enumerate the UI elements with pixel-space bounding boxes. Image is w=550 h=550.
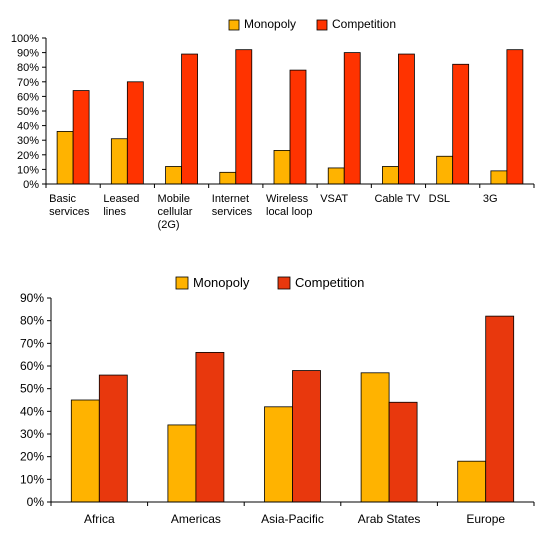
x-category-label: Basic services — [49, 193, 90, 218]
bar-monopoly — [490, 170, 508, 185]
y-tick-label: 30% — [17, 135, 39, 147]
x-category-label-line: Cable TV — [374, 193, 420, 205]
legend-swatch-competition — [316, 19, 328, 31]
x-category-label: Africa — [84, 512, 115, 526]
x-category-label-line: (2G) — [158, 219, 180, 231]
x-category-label: Europe — [466, 512, 505, 526]
bar-competition — [388, 401, 418, 503]
bar-competition — [452, 63, 470, 185]
chart-2-competition-by-region: 0% 10% 20% 30% 40% 50% 60% 70% 80% 90% Africa Ameri… — [20, 275, 535, 526]
x-category-label-line: services — [212, 206, 253, 218]
bar-monopoly — [273, 150, 291, 185]
bar-monopoly — [70, 399, 100, 503]
y-tick-label: 90% — [20, 291, 44, 305]
x-category-label-line: services — [49, 206, 90, 218]
y-tick-label: 40% — [17, 121, 39, 133]
x-category-label: Americas — [171, 512, 221, 526]
x-category-label: DSL — [429, 193, 450, 205]
x-category-label: Wireless local loop — [266, 193, 312, 218]
y-tick-label: 70% — [20, 336, 44, 350]
bar-competition — [72, 90, 90, 185]
x-category-label-line: VSAT — [320, 193, 348, 205]
bar-competition — [289, 69, 307, 185]
x-category-label: Arab States — [358, 512, 421, 526]
legend-label-monopoly: Monopoly — [244, 17, 296, 31]
x-category-label-line: Leased — [103, 193, 139, 205]
bar-competition — [181, 53, 198, 185]
x-category-label-line: DSL — [429, 193, 450, 205]
x-category-label: 3G — [483, 193, 498, 205]
bar-competition — [98, 374, 128, 503]
x-category-label: Asia-Pacific — [261, 512, 324, 526]
bar-competition — [506, 49, 524, 185]
bar-monopoly — [219, 171, 237, 185]
y-tick-label: 10% — [17, 164, 39, 176]
y-tick-label: 80% — [17, 62, 39, 74]
x-category-label-line: Africa — [84, 512, 115, 526]
x-category-label-line: 3G — [483, 193, 498, 205]
y-tick-label: 60% — [17, 91, 39, 103]
x-category-label: Internet services — [212, 193, 253, 218]
x-category-label: VSAT — [320, 193, 348, 205]
y-tick-label: 30% — [20, 427, 44, 441]
legend-label-monopoly: Monopoly — [193, 275, 250, 290]
chart-1-competition-by-service: 0%10%20%30%40%50%60%70%80%90%100%Basic se… — [11, 17, 535, 231]
y-tick-label: 80% — [20, 314, 44, 328]
bar-competition — [235, 49, 253, 185]
bar-monopoly — [457, 460, 487, 503]
x-category-label-line: Wireless — [266, 193, 309, 205]
x-category-label-line: cellular — [158, 206, 193, 218]
y-tick-label: 60% — [20, 359, 44, 373]
bar-monopoly — [264, 406, 293, 503]
bar-monopoly — [110, 138, 128, 185]
y-tick-label: 40% — [20, 404, 44, 418]
x-category-label-line: Basic — [49, 193, 76, 205]
y-tick-label: 20% — [20, 450, 44, 464]
legend-swatch-monopoly — [175, 276, 189, 290]
bar-monopoly — [327, 167, 345, 185]
x-category-label-line: Arab States — [358, 512, 421, 526]
x-category-label: Cable TV — [374, 193, 420, 205]
x-category-label-line: lines — [103, 206, 126, 218]
y-tick-label: 50% — [17, 106, 39, 118]
legend-swatch-competition — [277, 276, 291, 290]
x-category-label-line: Mobile — [158, 193, 190, 205]
bar-monopoly — [165, 166, 182, 185]
bar-competition — [195, 351, 225, 503]
y-tick-label: 20% — [17, 150, 39, 162]
x-category-label-line: Americas — [171, 512, 221, 526]
bar-monopoly — [382, 166, 399, 185]
y-tick-label: 100% — [11, 33, 39, 45]
y-tick-label: 90% — [17, 48, 39, 60]
y-tick-label: 0% — [23, 179, 39, 191]
bar-competition — [485, 315, 515, 503]
legend-label-competition: Competition — [332, 17, 396, 31]
bar-monopoly — [167, 424, 197, 503]
x-category-label-line: local loop — [266, 206, 312, 218]
bar-competition — [343, 52, 361, 185]
bar-monopoly — [56, 131, 74, 185]
y-tick-label: 70% — [17, 77, 39, 89]
x-category-label-line: Internet — [212, 193, 249, 205]
bar-monopoly — [436, 155, 454, 185]
x-category-label: Mobile cellular (2G) — [158, 193, 193, 231]
bar-competition — [398, 53, 415, 185]
bar-competition — [292, 370, 321, 503]
bar-monopoly — [360, 372, 390, 503]
y-tick-label: 10% — [20, 472, 44, 486]
x-category-label-line: Asia-Pacific — [261, 512, 324, 526]
y-tick-label: 0% — [27, 495, 45, 509]
bar-competition — [126, 81, 144, 185]
x-category-label-line: Europe — [466, 512, 505, 526]
x-category-label: Leased lines — [103, 193, 139, 218]
legend-swatch-monopoly — [228, 19, 240, 31]
y-tick-label: 50% — [20, 382, 44, 396]
legend-label-competition: Competition — [295, 275, 364, 290]
